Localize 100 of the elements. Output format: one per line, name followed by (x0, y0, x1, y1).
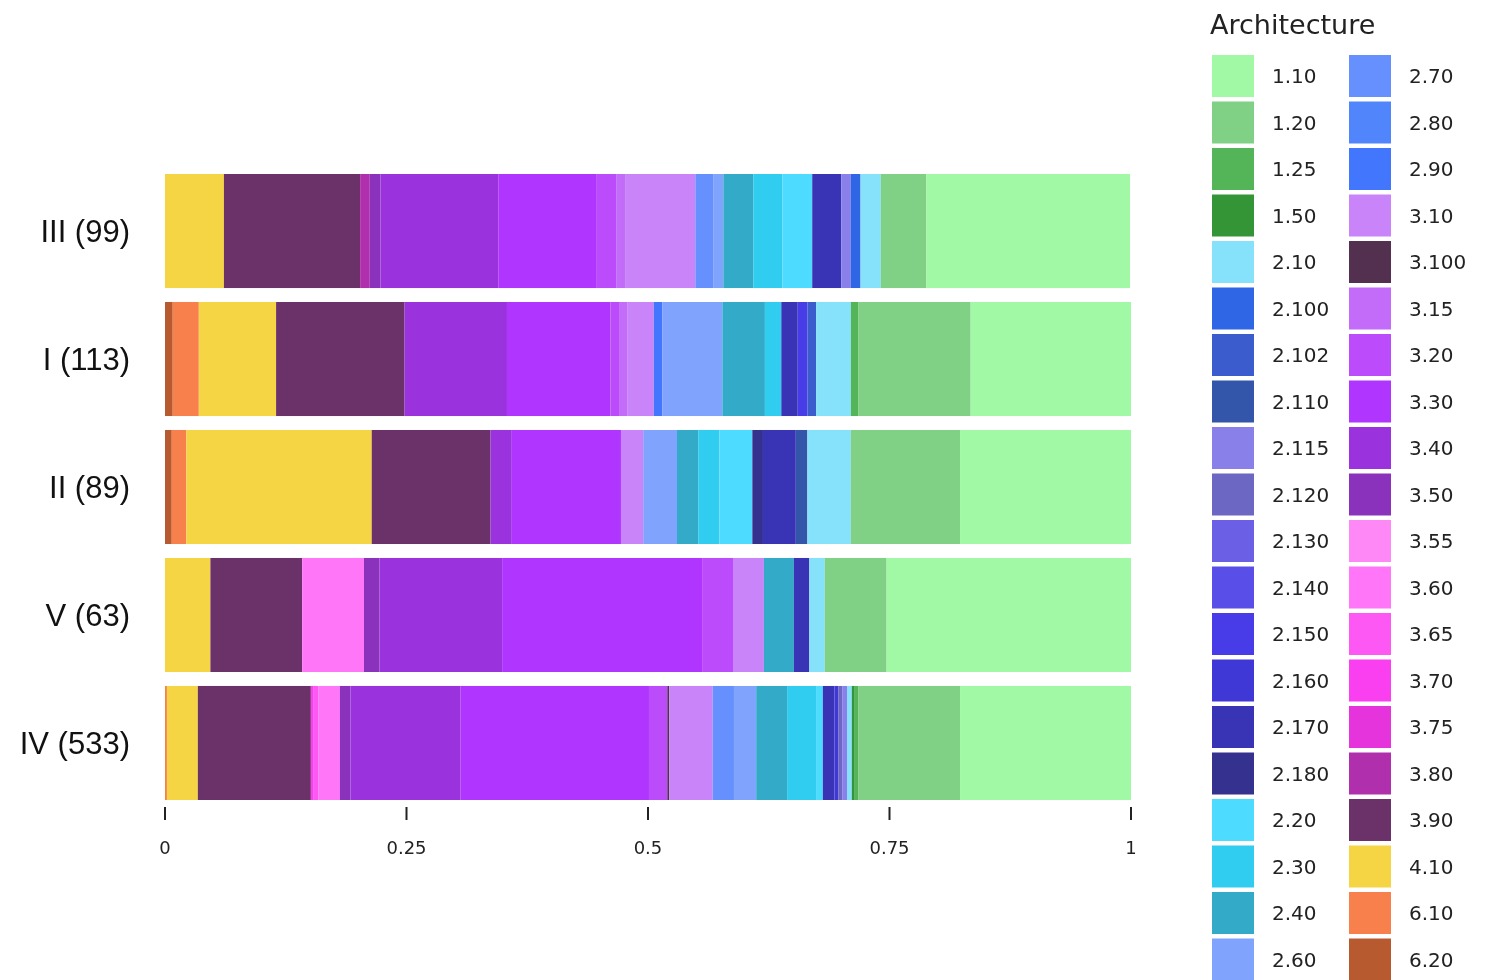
legend-label: 2.20 (1272, 808, 1317, 832)
bar (695, 174, 714, 289)
bar (669, 685, 713, 800)
bar (698, 429, 720, 545)
bar (318, 685, 340, 800)
bar (165, 301, 173, 417)
legend-label: 2.180 (1272, 761, 1330, 786)
legend-label: 2.70 (1409, 64, 1454, 88)
legend-label: 6.20 (1409, 947, 1454, 972)
y-tick-label: III (99) (40, 213, 130, 249)
legend-label: 3.55 (1409, 529, 1454, 553)
bar (171, 429, 187, 545)
bar (733, 685, 757, 800)
bar (662, 301, 723, 417)
bar (371, 429, 491, 545)
bar (676, 429, 699, 545)
legend-label: 6.10 (1409, 901, 1454, 925)
bar (886, 557, 1131, 673)
x-tick-label: 1 (1125, 837, 1137, 858)
bar (643, 429, 677, 545)
bar (364, 557, 380, 673)
bar (511, 429, 621, 545)
bar (752, 429, 763, 545)
legend-label: 2.115 (1272, 436, 1330, 460)
bar (807, 429, 851, 545)
bar (850, 301, 859, 417)
legend-label: 3.15 (1409, 296, 1454, 321)
legend-label: 2.150 (1272, 622, 1330, 646)
bar (764, 301, 782, 417)
bar (620, 429, 644, 545)
legend-label: 2.100 (1272, 296, 1330, 321)
bar (369, 174, 381, 289)
bar (490, 429, 512, 545)
bar (762, 429, 796, 545)
bar (851, 685, 855, 800)
bar (858, 685, 961, 800)
legend-label: 2.102 (1272, 343, 1330, 367)
bar (970, 301, 1131, 417)
legend-label: 2.170 (1272, 715, 1330, 739)
bar (596, 174, 617, 289)
bar (733, 557, 764, 673)
bar (807, 301, 817, 417)
legend-title: Architecture (1210, 9, 1376, 41)
legend-label: 2.160 (1272, 668, 1330, 693)
legend-label: 2.130 (1272, 529, 1330, 553)
legend-label: 3.65 (1409, 622, 1454, 646)
bar (842, 685, 847, 800)
legend-label: 1.20 (1272, 110, 1317, 135)
bar (812, 174, 842, 289)
legend-label: 1.10 (1272, 64, 1317, 88)
legend-label: 1.25 (1272, 157, 1317, 181)
legend-label: 3.40 (1409, 436, 1454, 460)
bar (795, 429, 808, 545)
bar (627, 301, 654, 417)
bar (797, 301, 808, 417)
bar (302, 557, 364, 673)
bar (781, 301, 798, 417)
legend-label: 2.90 (1409, 157, 1454, 181)
bar (653, 301, 663, 417)
legend-label: 3.90 (1409, 808, 1454, 832)
bar (165, 429, 172, 545)
bar (619, 301, 628, 417)
y-tick-label: I (113) (42, 341, 130, 377)
bar (165, 557, 211, 673)
bar (926, 174, 1131, 289)
bar (198, 301, 277, 417)
legend-label: 2.80 (1409, 110, 1454, 135)
bar (648, 685, 668, 800)
bar (276, 301, 405, 417)
bar (166, 685, 198, 800)
legend-label: 3.70 (1409, 668, 1454, 693)
bar (723, 174, 754, 289)
bar (713, 174, 724, 289)
legend-label: 2.120 (1272, 482, 1330, 507)
bar (854, 685, 859, 800)
bar (960, 685, 1131, 800)
bar (782, 174, 813, 289)
bar (197, 685, 311, 800)
y-tick-label: II (89) (49, 469, 130, 505)
bar (223, 174, 361, 289)
bar (838, 685, 843, 800)
legend-label: 2.30 (1272, 854, 1317, 879)
bar (610, 301, 620, 417)
bar (722, 301, 765, 417)
bar (625, 174, 696, 289)
bar (858, 301, 971, 417)
legend-label: 4.10 (1409, 854, 1454, 879)
bar (380, 174, 499, 289)
legend-label: 3.20 (1409, 343, 1454, 367)
legend-label: 3.75 (1409, 715, 1454, 739)
y-tick-label: IV (533) (19, 725, 130, 761)
bar (313, 685, 319, 800)
bar (210, 557, 303, 673)
bar (350, 685, 461, 800)
bar (753, 174, 783, 289)
bar (719, 429, 753, 545)
legend-label: 3.50 (1409, 482, 1454, 507)
x-tick-label: 0 (159, 837, 171, 858)
bar (339, 685, 351, 800)
bar (498, 174, 597, 289)
